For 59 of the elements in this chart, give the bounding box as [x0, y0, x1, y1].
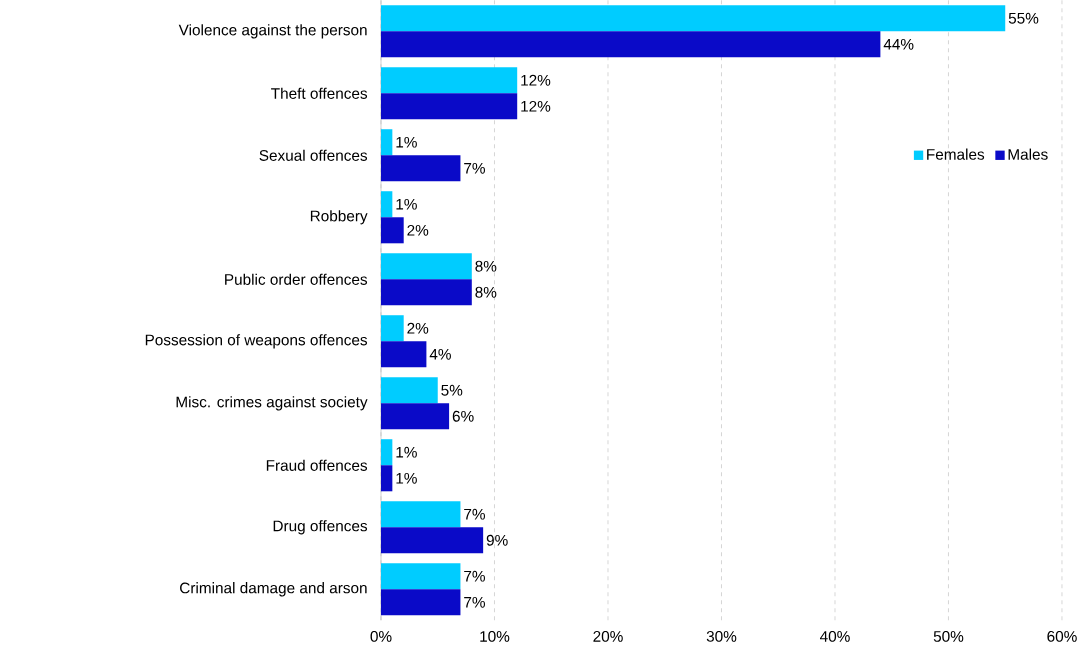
y-tick-label: Criminal damage and arson — [180, 582, 367, 597]
y-tick-label: Public order offences — [225, 273, 368, 285]
bar — [381, 439, 393, 466]
y-tick-label: Theft offences — [271, 87, 368, 99]
bar — [381, 465, 393, 492]
bar — [381, 341, 427, 368]
bar — [381, 279, 472, 306]
x-tick-label: 20% — [593, 630, 623, 642]
data-label: 9% — [486, 534, 508, 546]
bar — [381, 191, 393, 218]
bar — [381, 563, 461, 590]
bar — [381, 527, 484, 554]
x-tick-label: 40% — [820, 630, 850, 642]
data-label: 7% — [464, 508, 485, 520]
data-label: 12% — [521, 100, 551, 112]
bar — [381, 315, 404, 342]
bar — [381, 589, 461, 616]
data-label: 5% — [441, 384, 463, 396]
x-tick-label: 0% — [370, 630, 392, 642]
y-tick-label: Fraud offences — [266, 459, 368, 471]
bar — [381, 217, 404, 244]
y-tick-label: Drug offences — [273, 520, 368, 535]
legend-label: Females — [927, 148, 985, 160]
data-label: 44% — [883, 38, 914, 50]
legend-label: Males — [1008, 148, 1048, 160]
x-tick-label: 30% — [706, 630, 737, 642]
y-tick-label: Possession of weapons offences — [145, 334, 368, 349]
data-label: 4% — [429, 348, 451, 360]
data-label: 7% — [464, 570, 485, 582]
y-tick-label: Misc. crimes against society — [176, 396, 368, 411]
data-label: 7% — [464, 596, 485, 608]
data-label: 1% — [396, 472, 417, 484]
data-label: 6% — [452, 410, 474, 422]
data-label: 8% — [475, 260, 497, 272]
data-label: 7% — [464, 162, 485, 174]
bar — [381, 403, 450, 430]
bar — [381, 31, 881, 58]
data-label: 1% — [396, 198, 417, 210]
bar — [381, 93, 518, 120]
y-tick-label: Sexual offences — [259, 149, 368, 161]
data-label: 12% — [521, 74, 551, 86]
bar — [381, 501, 461, 528]
data-label: 1% — [396, 136, 417, 148]
bar — [381, 67, 518, 94]
x-tick-label: 60% — [1047, 630, 1077, 642]
data-label: 1% — [396, 446, 417, 458]
y-tick-label: Violence against the person — [178, 24, 367, 39]
data-label: 55% — [1008, 12, 1039, 24]
data-label: 2% — [407, 322, 429, 334]
x-tick-label: 50% — [933, 630, 964, 642]
bar — [381, 129, 393, 156]
bar — [381, 253, 472, 280]
data-label: 2% — [407, 224, 429, 236]
x-tick-label: 10% — [480, 630, 510, 642]
bar — [381, 377, 438, 404]
y-tick-label: Robbery — [310, 210, 368, 225]
bar — [381, 5, 1006, 32]
bar — [381, 155, 461, 182]
data-label: 8% — [475, 286, 497, 298]
